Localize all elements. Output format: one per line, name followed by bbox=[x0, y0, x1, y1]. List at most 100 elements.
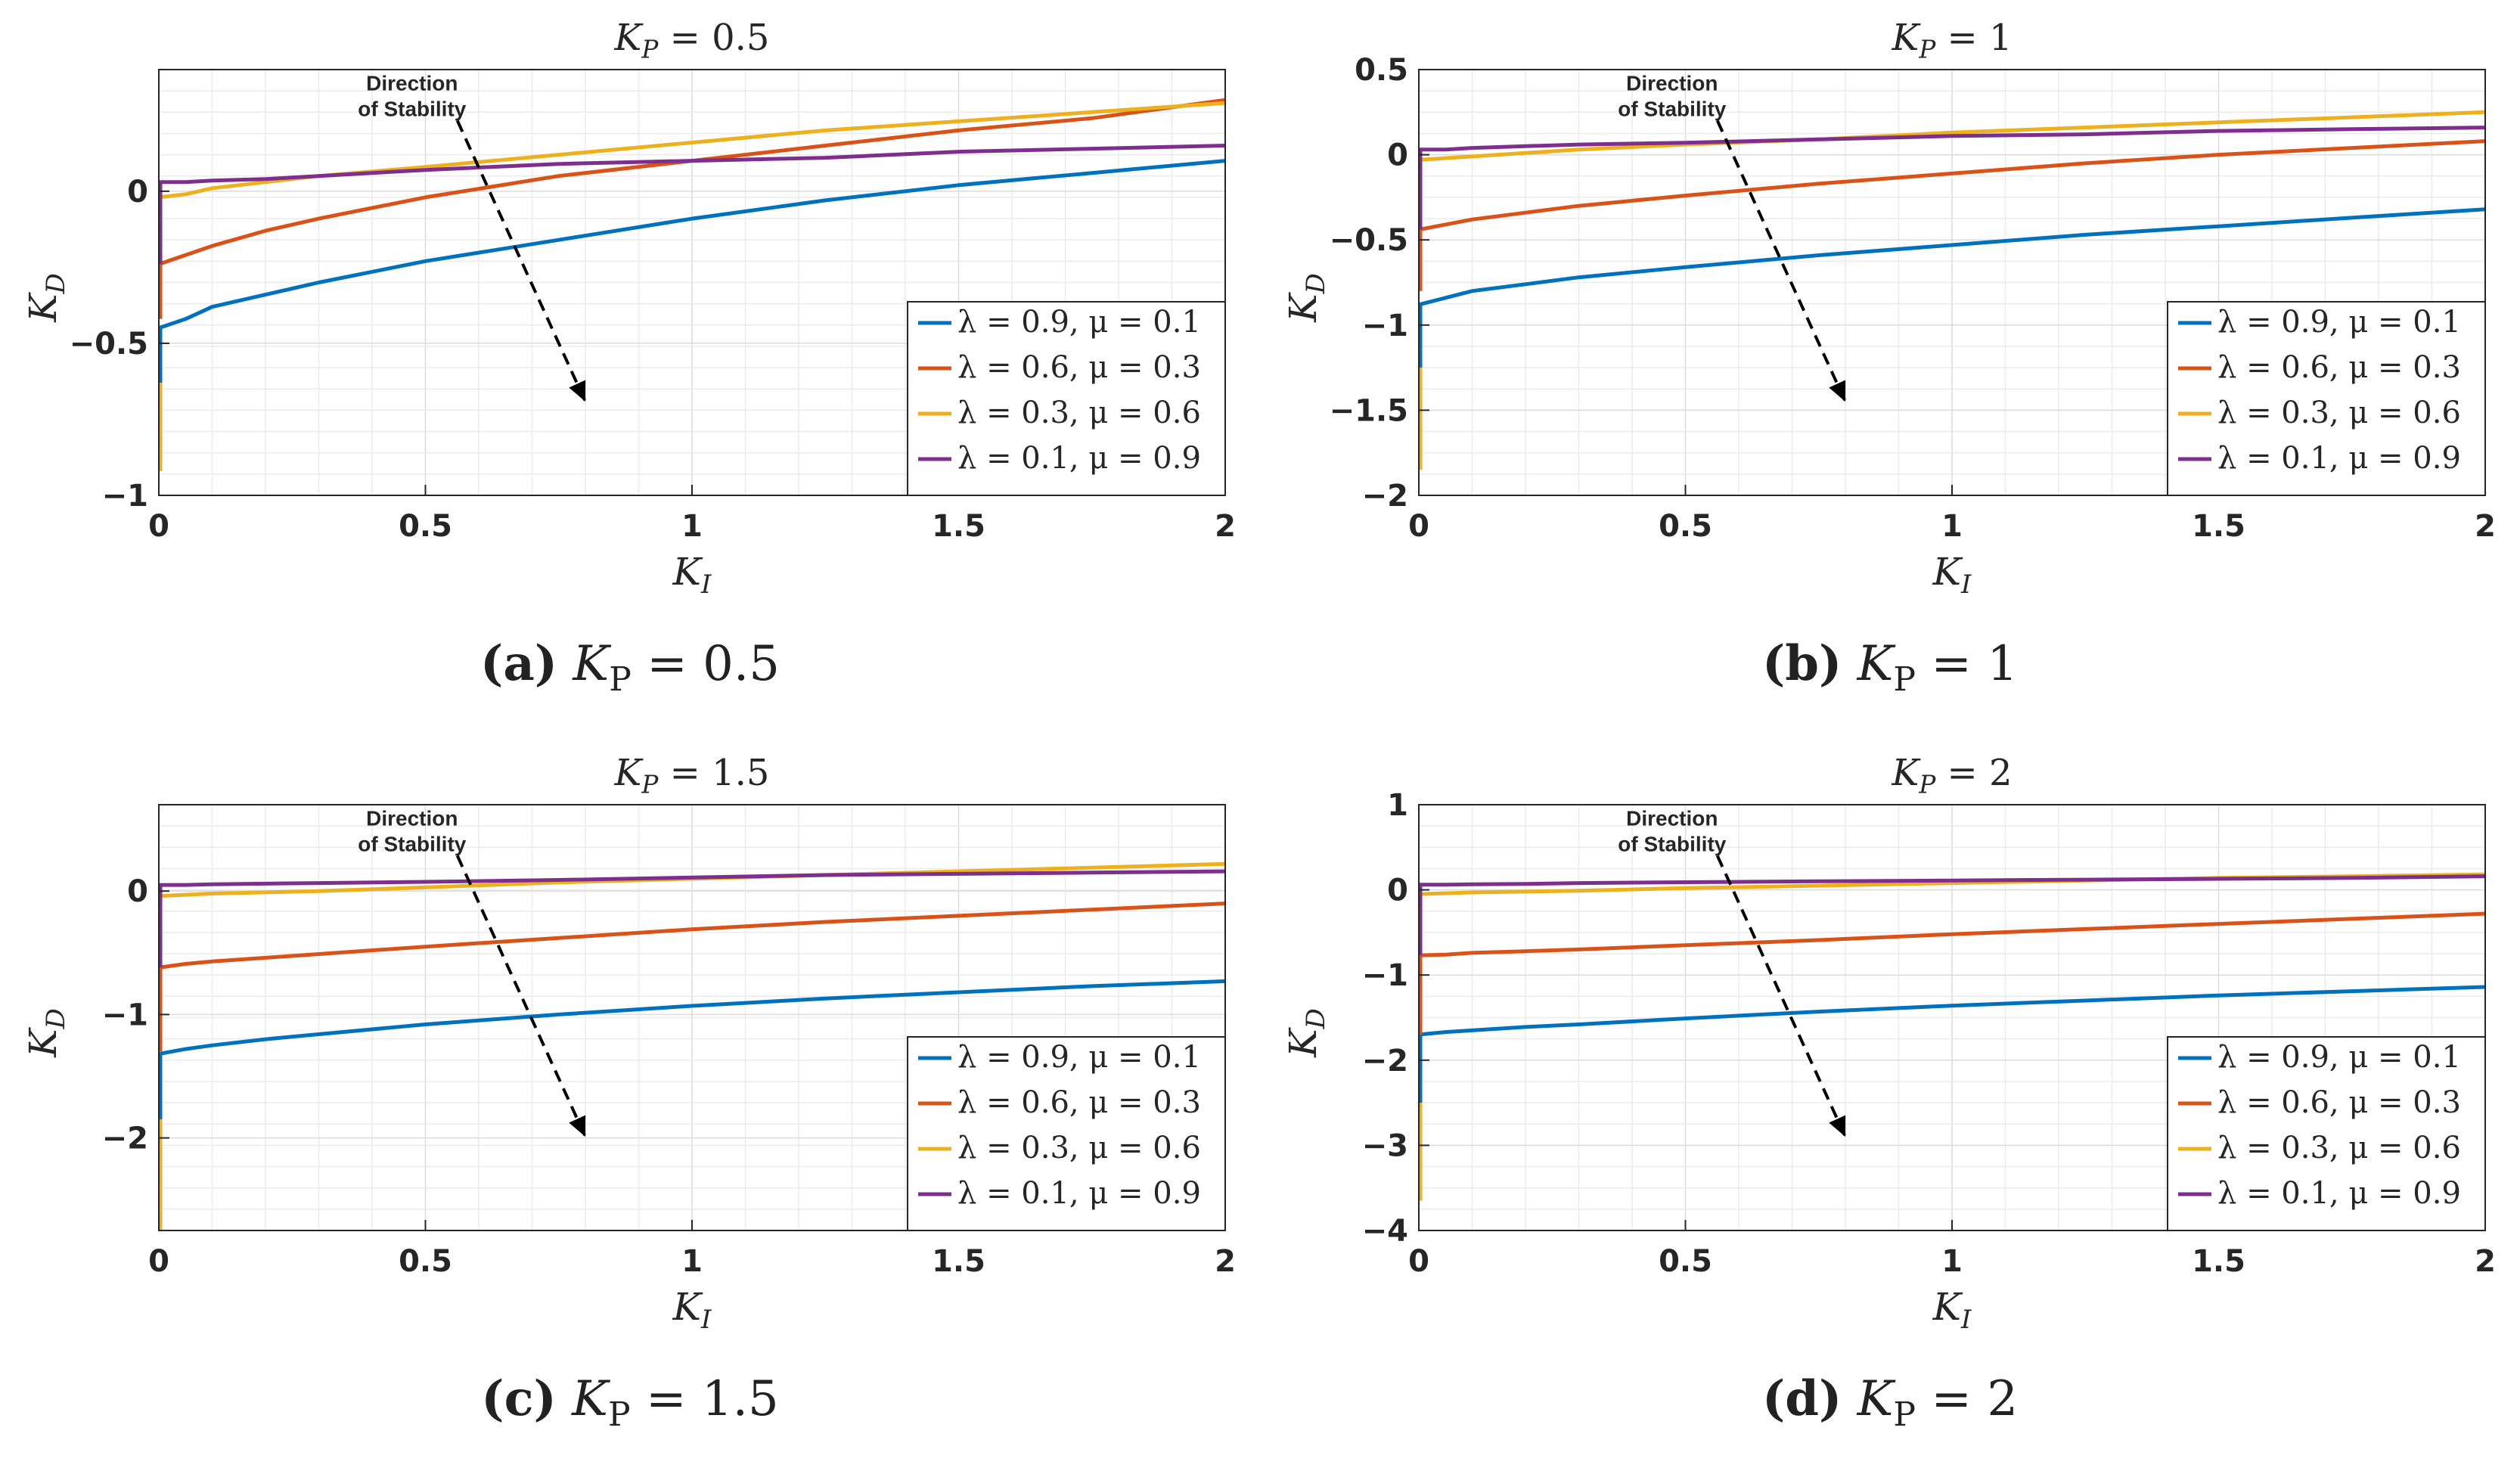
caption-letter: (c) bbox=[481, 1370, 557, 1427]
legend-label-3: λ = 0.3, μ = 0.6 bbox=[957, 1131, 1201, 1165]
series-line-2 bbox=[158, 98, 1226, 266]
x-tick-label: 0 bbox=[1408, 1244, 1429, 1279]
y-tick-label: −2 bbox=[1362, 1044, 1408, 1078]
legend-label-4: λ = 0.1, μ = 0.9 bbox=[2217, 1176, 2461, 1211]
legend-label-3: λ = 0.3, μ = 0.6 bbox=[2217, 1131, 2461, 1165]
direction-arrow-shaft bbox=[455, 855, 587, 1137]
y-tick-label: 1 bbox=[1387, 788, 1408, 823]
chart-svg-a: 0 0.5 1 1.5 2 −1 −0.5 0 KP = 0.5 KI KD Direction of … bbox=[21, 17, 1236, 600]
x-tick-label: 2 bbox=[2475, 1244, 2496, 1279]
legend-label-3: λ = 0.3, μ = 0.6 bbox=[2217, 396, 2461, 430]
caption-b: (b) KP = 1 bbox=[1260, 635, 2520, 699]
y-tick-label: −0.5 bbox=[1330, 223, 1408, 258]
chart-svg-b: 0 0.5 1 1.5 2 −2 −1.5 −1 −0.5 0 0.5 KP = 1 KI KD Direc… bbox=[1281, 17, 2496, 600]
x-axis-label: KI bbox=[672, 1285, 712, 1335]
chart-panel-d: 0 0.5 1 1.5 2 −4 −3 −2 −1 0 1 KP = 2 KI KD Direction of… bbox=[1260, 735, 2520, 1470]
x-tick-label: 1.5 bbox=[932, 509, 985, 544]
annotation-line-1: Direction bbox=[1626, 72, 1718, 95]
x-axis-label: KI bbox=[672, 550, 712, 600]
annotation-line-2: of Stability bbox=[1618, 833, 1727, 856]
legend-label-1: λ = 0.9, μ = 0.1 bbox=[2217, 305, 2461, 340]
x-tick-label: 1.5 bbox=[932, 1244, 985, 1279]
annotation-line-1: Direction bbox=[366, 807, 458, 830]
y-axis-label: KD bbox=[21, 273, 71, 323]
caption-letter: (d) bbox=[1761, 1370, 1842, 1427]
legend: λ = 0.9, μ = 0.1 λ = 0.6, μ = 0.3 λ = 0.3,… bbox=[907, 301, 1226, 496]
y-tick-label: −2 bbox=[102, 1122, 148, 1156]
y-tick-label: −1 bbox=[102, 479, 148, 514]
x-tick-label: 1 bbox=[1941, 509, 1963, 544]
x-tick-label: 2 bbox=[2475, 509, 2496, 544]
chart-title: KP = 2 bbox=[1891, 752, 2012, 799]
x-tick-label: 0 bbox=[148, 1244, 169, 1279]
legend-label-2: λ = 0.6, μ = 0.3 bbox=[2217, 350, 2461, 385]
caption-sub: P bbox=[607, 1395, 631, 1434]
legend-box bbox=[907, 301, 1226, 496]
legend-label-2: λ = 0.6, μ = 0.3 bbox=[957, 350, 1201, 385]
legend: λ = 0.9, μ = 0.1 λ = 0.6, μ = 0.3 λ = 0.3,… bbox=[907, 1036, 1226, 1231]
caption-k: K bbox=[1857, 636, 1894, 692]
x-tick-label: 0 bbox=[148, 509, 169, 544]
chart-svg-d: 0 0.5 1 1.5 2 −4 −3 −2 −1 0 1 KP = 2 KI KD Direction of… bbox=[1281, 752, 2496, 1335]
y-tick-label: 0 bbox=[1387, 138, 1408, 173]
x-axis-label: KI bbox=[1932, 550, 1972, 600]
caption-value: = 0.5 bbox=[631, 636, 780, 692]
y-tick-label: −2 bbox=[1362, 479, 1408, 514]
series-line-1 bbox=[1418, 985, 2486, 1037]
direction-arrow-head bbox=[1829, 380, 1846, 402]
y-tick-label: −1 bbox=[1362, 309, 1408, 343]
direction-arrow-shaft bbox=[455, 119, 587, 402]
chart-panel-c: 0 0.5 1 1.5 2 −2 −1 0 KP = 1.5 KI KD Direction of St… bbox=[0, 735, 1260, 1470]
x-axis-label: KI bbox=[1932, 1285, 1972, 1335]
y-axis-label: KD bbox=[21, 1008, 71, 1058]
annotation-line-2: of Stability bbox=[1618, 98, 1727, 121]
x-tick-label: 1 bbox=[1941, 1244, 1963, 1279]
legend-label-4: λ = 0.1, μ = 0.9 bbox=[2217, 441, 2461, 476]
y-axis-label: KD bbox=[1281, 273, 1331, 323]
series-line-4 bbox=[1419, 126, 2486, 152]
caption-sub: P bbox=[1893, 659, 1916, 699]
x-tick-label: 2 bbox=[1215, 1244, 1236, 1279]
chart-svg-c: 0 0.5 1 1.5 2 −2 −1 0 KP = 1.5 KI KD Direction of St… bbox=[21, 752, 1236, 1335]
y-axis-label: KD bbox=[1281, 1008, 1331, 1058]
caption-k: K bbox=[1857, 1371, 1894, 1427]
y-tick-label: −1 bbox=[102, 998, 148, 1032]
chart-title: KP = 1.5 bbox=[614, 752, 770, 799]
y-tick-label: −1.5 bbox=[1330, 393, 1408, 428]
caption-c: (c) KP = 1.5 bbox=[0, 1370, 1260, 1434]
x-tick-label: 0.5 bbox=[399, 1244, 452, 1279]
legend-label-1: λ = 0.9, μ = 0.1 bbox=[2217, 1040, 2461, 1075]
legend-label-4: λ = 0.1, μ = 0.9 bbox=[957, 441, 1201, 476]
annotation-line-2: of Stability bbox=[358, 98, 467, 121]
legend-label-1: λ = 0.9, μ = 0.1 bbox=[957, 1040, 1201, 1075]
legend-label-2: λ = 0.6, μ = 0.3 bbox=[2217, 1085, 2461, 1120]
x-tick-label: 2 bbox=[1215, 509, 1236, 544]
series-line-4 bbox=[1419, 874, 2486, 887]
series-line-4 bbox=[159, 144, 1226, 185]
caption-value: = 1.5 bbox=[630, 1371, 779, 1427]
caption-value: = 2 bbox=[1916, 1371, 2019, 1427]
legend-box bbox=[907, 1036, 1226, 1231]
direction-arrow-head bbox=[569, 1115, 586, 1137]
y-tick-label: −0.5 bbox=[70, 327, 148, 362]
chart-title: KP = 0.5 bbox=[614, 17, 770, 64]
direction-arrow-head bbox=[569, 380, 586, 402]
x-tick-label: 1 bbox=[681, 509, 703, 544]
legend-label-3: λ = 0.3, μ = 0.6 bbox=[957, 396, 1201, 430]
chart-panel-a: 0 0.5 1 1.5 2 −1 −0.5 0 KP = 0.5 KI KD Direction of … bbox=[0, 0, 1260, 735]
legend-label-4: λ = 0.1, μ = 0.9 bbox=[957, 1176, 1201, 1211]
series-line-1 bbox=[158, 159, 1226, 331]
caption-sub: P bbox=[609, 659, 632, 699]
legend-box bbox=[2167, 1036, 2486, 1231]
annotation-line-1: Direction bbox=[1626, 807, 1718, 830]
series-line-4 bbox=[159, 869, 1226, 887]
legend-label-2: λ = 0.6, μ = 0.3 bbox=[957, 1085, 1201, 1120]
caption-a: (a) KP = 0.5 bbox=[0, 635, 1260, 699]
direction-arrow-shaft bbox=[1715, 119, 1847, 402]
x-tick-label: 0.5 bbox=[1659, 1244, 1712, 1279]
x-tick-label: 1.5 bbox=[2192, 509, 2245, 544]
y-tick-label: 0 bbox=[127, 874, 148, 909]
x-tick-label: 1.5 bbox=[2192, 1244, 2245, 1279]
x-tick-label: 0 bbox=[1408, 509, 1429, 544]
x-tick-label: 0.5 bbox=[399, 509, 452, 544]
